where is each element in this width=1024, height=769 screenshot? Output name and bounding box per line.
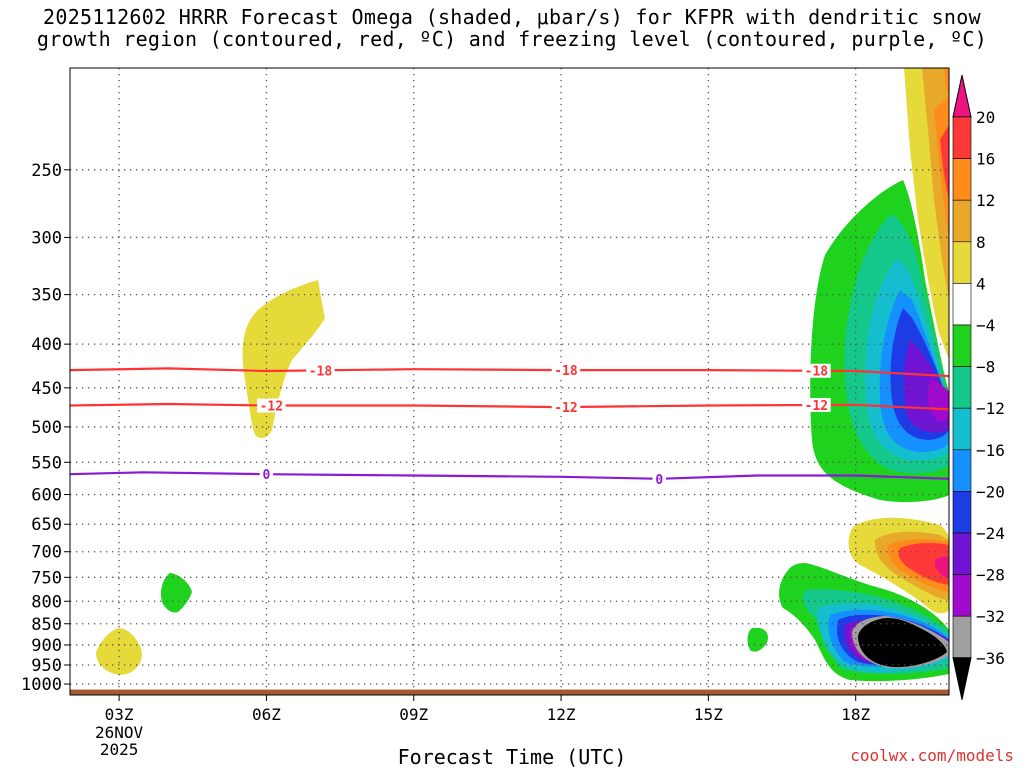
x-tick-label: 06Z [252,705,281,724]
y-tick-label: 450 [31,379,62,399]
colorbar-segment [952,574,972,617]
colorbar-segment [952,158,972,201]
colorbar-segment [952,615,972,659]
y-tick-label: 950 [31,656,62,676]
omega-fill-yellow-0600 [242,280,325,438]
x-tick-label: 03Z [105,705,134,724]
colorbar-segment [952,407,972,451]
y-tick-label: 700 [31,543,62,563]
contour-label: 0 [263,468,271,483]
x-tick-label: 15Z [694,705,723,724]
omega-fill-yellow-0300 [96,628,142,675]
contour-label-bg [257,398,286,413]
ground-band [70,689,949,695]
y-tick-label: 750 [31,568,62,588]
omega-fill-low-black [858,618,947,668]
contour-label: -18 [309,364,333,379]
chart-title: 2025112602 HRRR Forecast Omega (shaded, … [0,6,1024,50]
colorbar-label: 16 [976,150,995,169]
colorbar-segment [952,283,972,326]
plot-frame [69,67,950,696]
contour-line [69,367,950,378]
x-tick-label: 09Z [399,705,428,724]
contour-label: -18 [805,365,829,380]
x-tick-label: 12Z [547,705,576,724]
colorbar-label: 20 [976,108,995,127]
contour-label-bg [652,471,667,486]
colorbar-arrow-top [952,74,972,118]
contour-label: -12 [554,401,577,416]
colorbar-label: 12 [976,191,995,210]
x-tick-label: 18Z [841,705,870,724]
contour-label-bg [551,363,581,378]
y-tick-label: 550 [31,453,62,473]
y-tick-label: 400 [31,335,62,355]
colorbar-segment [952,116,972,159]
colorbar-segment [952,366,972,409]
contour-label-bg [306,363,335,378]
colorbar-label: −24 [976,524,1005,543]
temperature-contours: -18 -18 -18 -12 -12 -12 0 0 [69,363,950,488]
colorbar-segment [952,324,972,367]
title-line-2: growth region (contoured, red, ºC) and f… [36,27,988,51]
grid [70,68,949,695]
title-line-1: 2025112602 HRRR Forecast Omega (shaded, … [43,5,981,29]
colorbar-segment [952,449,972,492]
contour-label: 0 [655,473,663,488]
omega-fill-green-0400 [160,573,192,613]
colorbar-label: −32 [976,607,1005,626]
y-tick-label: 800 [31,592,62,612]
colorbar: 20 16 12 8 4 −4 −8 −12 −16 −20 −24 −28 −32 −36 [952,74,1005,700]
omega-fill-upper-red [940,125,949,200]
colorbar-label: −28 [976,566,1005,585]
colorbar-segment [952,532,972,575]
contour-label-bg [259,467,274,482]
colorbar-label: −16 [976,441,1005,460]
colorbar-label: −8 [976,358,995,377]
y-tick-label: 1000 [21,675,62,695]
y-tick-label: 600 [31,486,62,506]
y-tick-label: 850 [31,615,62,635]
colorbar-segment [952,199,972,243]
y-tick-label: 650 [31,515,62,535]
source-credit: coolwx.com/models [850,746,1014,765]
colorbar-segment [952,491,972,534]
contour-line [69,402,950,411]
contour-line [69,471,950,480]
y-tick-label: 300 [31,228,62,248]
omega-fill-edge-orange [944,68,949,95]
omega-fill-green-1600 [747,628,768,652]
omega-fill-plume-violet [927,380,949,422]
contour-label-bg [551,400,581,415]
y-tick-label: 350 [31,286,62,306]
colorbar-label: 8 [976,233,986,252]
omega-fill-mid-magenta [935,556,949,578]
colorbar-label: −20 [976,482,1005,501]
y-tick-label: 900 [31,636,62,656]
colorbar-arrow-bottom [952,657,972,700]
contour-label-bg [802,397,831,412]
y-tick-label: 250 [31,161,62,181]
omega-fill-mid-red [898,543,949,585]
contour-label: -12 [805,399,828,414]
x-tick-sublabel: 2025 [100,740,139,759]
contour-label-bg [802,363,831,378]
x-tick-sublabel: 26NOV [95,723,144,742]
colorbar-segment [952,241,972,284]
y-axis: 2503003504004505005506006507007508008509… [21,161,70,695]
colorbar-label: −4 [976,316,995,335]
contour-label: -18 [554,364,578,379]
contour-label: -12 [260,400,283,415]
colorbar-label: −36 [976,649,1005,668]
colorbar-label: 4 [976,274,986,293]
colorbar-label: −12 [976,399,1005,418]
y-tick-label: 500 [31,418,62,438]
x-axis-label: Forecast Time (UTC) [397,745,627,769]
